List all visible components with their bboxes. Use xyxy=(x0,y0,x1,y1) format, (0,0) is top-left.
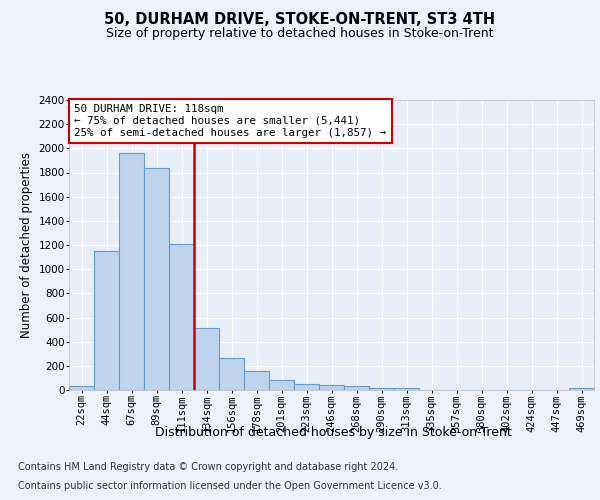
Text: 50 DURHAM DRIVE: 118sqm
← 75% of detached houses are smaller (5,441)
25% of semi: 50 DURHAM DRIVE: 118sqm ← 75% of detache… xyxy=(74,104,386,138)
Bar xyxy=(319,384,344,390)
Text: Contains public sector information licensed under the Open Government Licence v3: Contains public sector information licen… xyxy=(18,481,442,491)
Bar xyxy=(94,251,119,390)
Bar xyxy=(269,380,294,390)
Text: 50, DURHAM DRIVE, STOKE-ON-TRENT, ST3 4TH: 50, DURHAM DRIVE, STOKE-ON-TRENT, ST3 4T… xyxy=(104,12,496,28)
Text: Contains HM Land Registry data © Crown copyright and database right 2024.: Contains HM Land Registry data © Crown c… xyxy=(18,462,398,472)
Bar xyxy=(169,244,194,390)
Bar xyxy=(369,388,394,390)
Text: Size of property relative to detached houses in Stoke-on-Trent: Size of property relative to detached ho… xyxy=(106,28,494,40)
Bar xyxy=(244,372,269,390)
Bar xyxy=(569,388,594,390)
Bar xyxy=(144,168,169,390)
Bar xyxy=(194,328,219,390)
Bar xyxy=(294,384,319,390)
Bar xyxy=(219,358,244,390)
Bar xyxy=(69,386,94,390)
Y-axis label: Number of detached properties: Number of detached properties xyxy=(20,152,33,338)
Text: Distribution of detached houses by size in Stoke-on-Trent: Distribution of detached houses by size … xyxy=(155,426,511,439)
Bar xyxy=(119,153,144,390)
Bar xyxy=(344,386,369,390)
Bar xyxy=(394,388,419,390)
